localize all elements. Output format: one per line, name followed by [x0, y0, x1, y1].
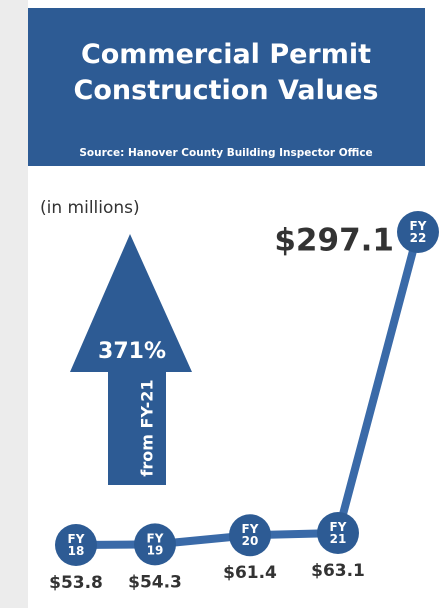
point [317, 512, 359, 555]
chart-subtitle: Source: Hanover County Building Inspecto… [79, 147, 372, 159]
change-note: from FY-21 [138, 379, 157, 476]
header [28, 8, 425, 166]
value-label: $297.1 [274, 223, 394, 259]
value-label: $63.1 [311, 561, 365, 581]
arrow [70, 234, 192, 485]
category-label: FY 20 [242, 522, 259, 548]
category-label: FY 19 [147, 531, 164, 557]
category-label: FY 22 [410, 219, 427, 245]
unit-note: (in millions) [40, 198, 140, 218]
point [229, 514, 271, 557]
category-label: FY 18 [68, 532, 85, 558]
value-label: $53.8 [49, 573, 103, 593]
category-label: FY 21 [330, 520, 347, 546]
point [397, 211, 439, 253]
change-label: 371% [98, 339, 166, 364]
value-label: $61.4 [223, 563, 277, 583]
value-label: $54.3 [128, 572, 182, 592]
point [134, 523, 176, 566]
point [55, 524, 97, 566]
chart-title: Commercial Permit Construction Values [74, 39, 379, 106]
